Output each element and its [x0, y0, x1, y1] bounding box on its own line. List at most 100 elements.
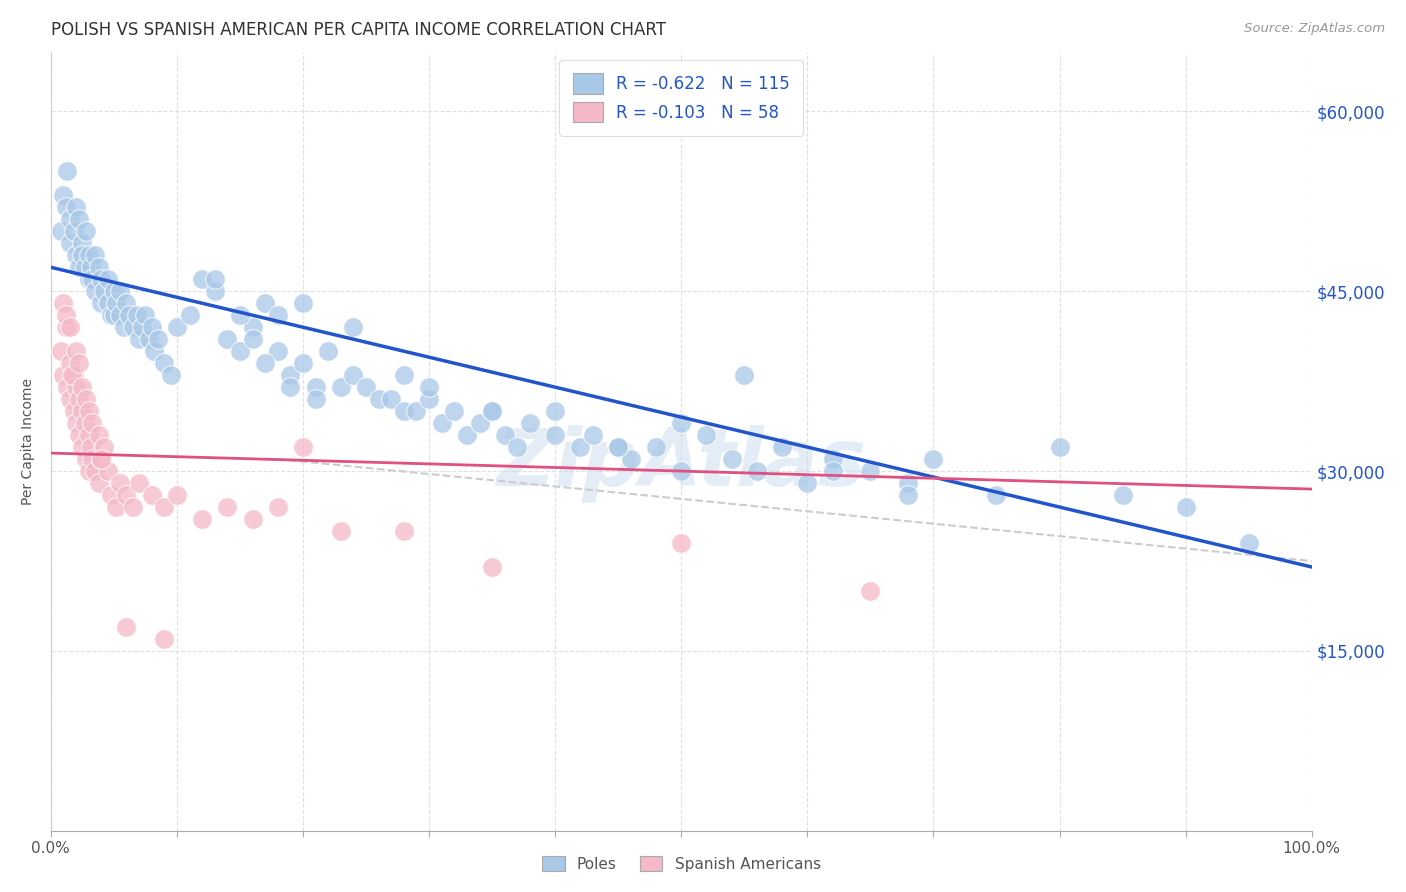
Point	[405, 404, 427, 418]
Point	[821, 452, 844, 467]
Point	[87, 428, 110, 442]
Point	[153, 500, 176, 514]
Point	[84, 248, 107, 262]
Point	[55, 320, 77, 334]
Point	[67, 356, 90, 370]
Point	[105, 500, 128, 514]
Point	[342, 368, 364, 383]
Point	[645, 440, 668, 454]
Point	[72, 380, 94, 394]
Point	[229, 344, 252, 359]
Point	[77, 464, 100, 478]
Point	[191, 512, 214, 526]
Point	[118, 308, 141, 322]
Point	[115, 488, 138, 502]
Point	[56, 164, 79, 178]
Point	[695, 428, 717, 442]
Point	[100, 308, 122, 322]
Point	[146, 332, 169, 346]
Point	[128, 332, 150, 346]
Point	[52, 296, 75, 310]
Point	[354, 380, 377, 394]
Point	[103, 285, 125, 299]
Point	[367, 392, 389, 406]
Point	[267, 308, 290, 322]
Point	[67, 428, 90, 442]
Point	[481, 404, 503, 418]
Point	[159, 368, 181, 383]
Point	[65, 248, 87, 262]
Point	[55, 200, 77, 214]
Point	[82, 272, 104, 286]
Point	[1174, 500, 1197, 514]
Text: ZipAtlas: ZipAtlas	[496, 425, 866, 503]
Point	[84, 285, 107, 299]
Point	[62, 224, 84, 238]
Point	[468, 416, 491, 430]
Point	[242, 320, 264, 334]
Point	[291, 296, 314, 310]
Point	[143, 344, 166, 359]
Point	[821, 464, 844, 478]
Point	[82, 452, 104, 467]
Point	[59, 392, 82, 406]
Point	[49, 224, 72, 238]
Point	[267, 344, 290, 359]
Point	[56, 380, 79, 394]
Y-axis label: Per Capita Income: Per Capita Income	[21, 377, 35, 505]
Point	[87, 476, 110, 491]
Point	[304, 380, 326, 394]
Point	[77, 404, 100, 418]
Point	[254, 356, 277, 370]
Point	[254, 296, 277, 310]
Point	[569, 440, 592, 454]
Point	[125, 308, 148, 322]
Point	[90, 452, 112, 467]
Point	[671, 536, 693, 550]
Point	[380, 392, 402, 406]
Point	[96, 296, 118, 310]
Point	[87, 260, 110, 275]
Point	[392, 524, 415, 538]
Point	[62, 404, 84, 418]
Point	[481, 560, 503, 574]
Point	[77, 272, 100, 286]
Point	[191, 272, 214, 286]
Point	[544, 404, 567, 418]
Point	[49, 344, 72, 359]
Point	[96, 272, 118, 286]
Text: POLISH VS SPANISH AMERICAN PER CAPITA INCOME CORRELATION CHART: POLISH VS SPANISH AMERICAN PER CAPITA IN…	[51, 21, 666, 39]
Point	[859, 584, 882, 599]
Point	[430, 416, 453, 430]
Text: Source: ZipAtlas.com: Source: ZipAtlas.com	[1244, 22, 1385, 36]
Point	[108, 476, 131, 491]
Point	[121, 500, 143, 514]
Point	[103, 308, 125, 322]
Point	[65, 416, 87, 430]
Point	[418, 392, 440, 406]
Point	[60, 368, 83, 383]
Point	[796, 476, 818, 491]
Point	[316, 344, 339, 359]
Point	[75, 392, 97, 406]
Point	[73, 416, 96, 430]
Point	[131, 320, 153, 334]
Point	[153, 356, 176, 370]
Point	[128, 476, 150, 491]
Point	[506, 440, 529, 454]
Point	[481, 404, 503, 418]
Point	[59, 320, 82, 334]
Point	[121, 320, 143, 334]
Point	[108, 285, 131, 299]
Point	[141, 488, 163, 502]
Point	[280, 380, 302, 394]
Point	[217, 500, 239, 514]
Point	[67, 392, 90, 406]
Point	[153, 632, 176, 646]
Point	[1111, 488, 1133, 502]
Point	[52, 368, 75, 383]
Point	[108, 308, 131, 322]
Point	[65, 380, 87, 394]
Point	[72, 248, 94, 262]
Point	[607, 440, 630, 454]
